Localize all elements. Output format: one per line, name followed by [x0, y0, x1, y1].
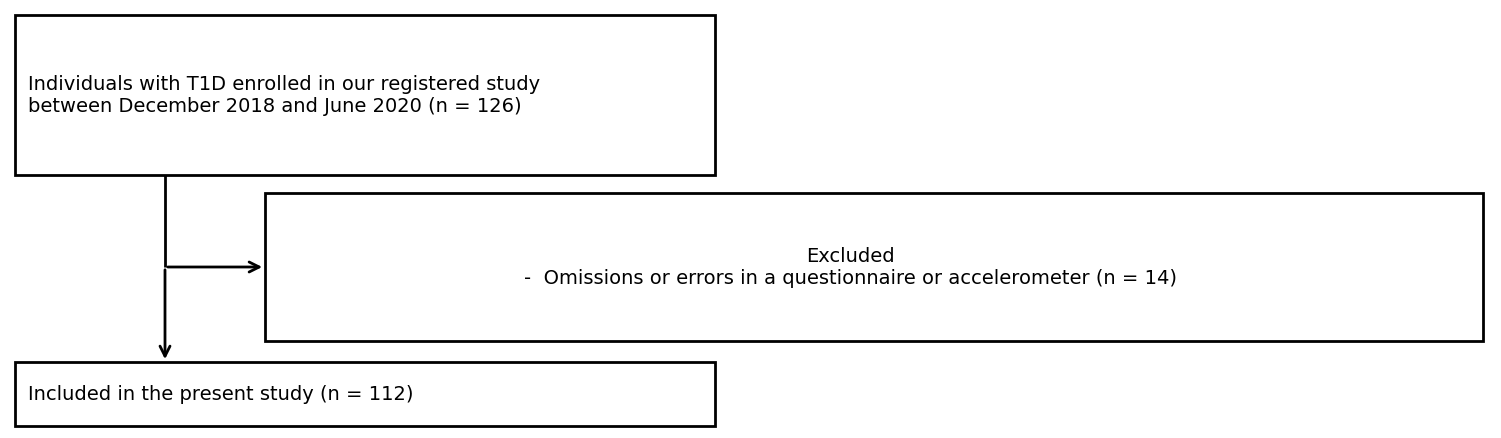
Bar	[266, 193, 1483, 341]
Bar	[15, 15, 714, 175]
Text: Included in the present study (n = 112): Included in the present study (n = 112)	[29, 385, 413, 403]
Text: Excluded
-  Omissions or errors in a questionnaire or accelerometer (n = 14): Excluded - Omissions or errors in a ques…	[524, 247, 1177, 287]
Bar	[15, 362, 714, 426]
Text: Individuals with T1D enrolled in our registered study
between December 2018 and : Individuals with T1D enrolled in our reg…	[29, 74, 540, 116]
